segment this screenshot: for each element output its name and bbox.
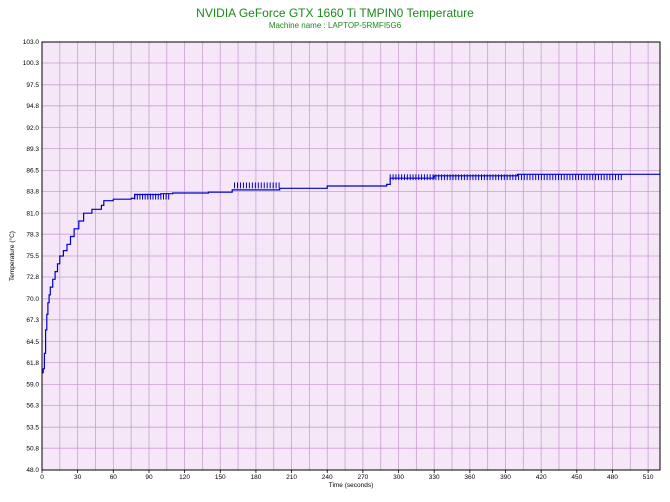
x-tick-label: 210 <box>286 474 297 481</box>
y-tick-label: 48.0 <box>26 467 39 474</box>
x-tick-label: 0 <box>40 474 44 481</box>
y-tick-label: 70.0 <box>26 296 39 303</box>
y-tick-label: 59.0 <box>26 382 39 389</box>
grid-lines <box>41 41 660 471</box>
x-tick-label: 30 <box>74 474 82 481</box>
y-tick-label: 64.5 <box>26 339 39 346</box>
x-axis-ticks: 0 30 60 90 120 150 180 210 240 270 300 330 360 390 420… <box>40 470 654 481</box>
temperature-spikes <box>134 174 622 200</box>
y-tick-label: 94.8 <box>26 103 39 110</box>
y-tick-label: 56.3 <box>26 403 39 410</box>
y-tick-label: 72.8 <box>26 274 39 281</box>
chart-title: NVIDIA GeForce GTX 1660 Ti TMPIN0 Temper… <box>196 6 474 20</box>
temperature-series-line <box>42 173 661 374</box>
y-tick-label: 61.8 <box>26 360 39 367</box>
y-tick-label: 92.0 <box>26 125 39 132</box>
x-tick-label: 180 <box>250 474 261 481</box>
y-tick-label: 97.5 <box>26 82 39 89</box>
x-tick-label: 150 <box>215 474 226 481</box>
y-tick-label: 103.0 <box>23 39 40 46</box>
x-tick-label: 240 <box>322 474 333 481</box>
plot-frame <box>41 41 661 471</box>
y-tick-label: 53.5 <box>26 424 39 431</box>
y-axis-label: Temperature (°C) <box>8 231 16 281</box>
y-tick-label: 67.3 <box>26 317 39 324</box>
x-axis-label: Time (seconds) <box>329 482 374 489</box>
x-tick-label: 120 <box>179 474 190 481</box>
chart-subtitle: Machine name : LAPTOP-5RMFI5G6 <box>268 21 402 30</box>
y-tick-label: 78.3 <box>26 231 39 238</box>
x-tick-label: 270 <box>357 474 368 481</box>
y-tick-label: 81.0 <box>26 210 39 217</box>
y-tick-label: 83.8 <box>26 189 39 196</box>
y-tick-label: 50.8 <box>26 445 39 452</box>
y-tick-label: 75.5 <box>26 253 39 260</box>
x-tick-label: 60 <box>110 474 118 481</box>
y-tick-label: 86.5 <box>26 168 39 175</box>
x-tick-label: 90 <box>145 474 153 481</box>
x-tick-label: 420 <box>536 474 547 481</box>
x-tick-label: 330 <box>429 474 440 481</box>
x-tick-label: 300 <box>393 474 404 481</box>
x-tick-label: 510 <box>643 474 654 481</box>
y-axis-ticks: 48.0 50.8 53.5 56.3 59.0 61.8 64.5 67.3 70.0 72.8… <box>23 39 40 474</box>
x-tick-label: 480 <box>607 474 618 481</box>
y-tick-label: 89.3 <box>26 146 39 153</box>
x-tick-label: 360 <box>464 474 475 481</box>
y-tick-label: 100.3 <box>23 60 40 67</box>
x-tick-label: 450 <box>571 474 582 481</box>
x-tick-label: 390 <box>500 474 511 481</box>
